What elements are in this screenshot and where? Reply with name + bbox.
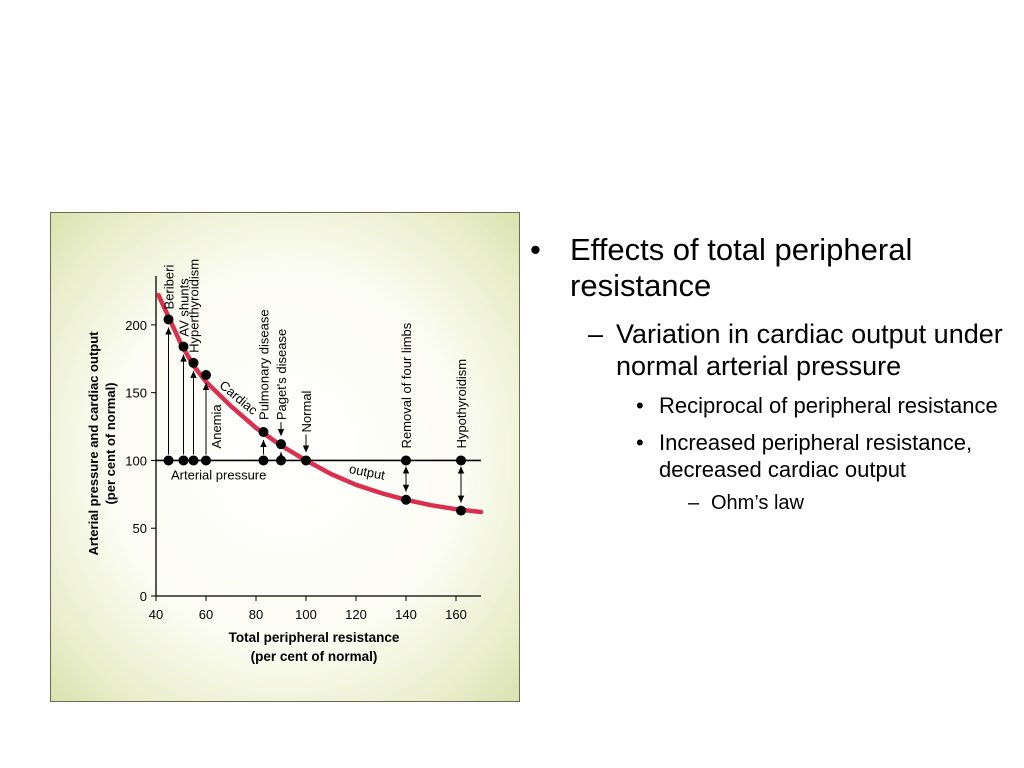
y-tick-label: 200 xyxy=(125,318,147,333)
condition-arrowhead xyxy=(457,495,465,503)
x-tick-label: 40 xyxy=(149,607,163,622)
condition-label: Normal xyxy=(299,390,314,432)
condition-pressure-dot xyxy=(456,455,466,466)
condition-pressure-dot xyxy=(201,455,211,466)
condition-label: AV shunts xyxy=(177,278,192,337)
condition-label: Paget's disease xyxy=(274,329,289,420)
bullet-dot-icon: • xyxy=(636,393,644,418)
condition-arrowhead xyxy=(190,370,197,378)
arterial-pressure-label: Arterial pressure xyxy=(171,467,266,482)
bullet-dot-icon: • xyxy=(530,232,541,267)
condition-label: Pulmonary disease xyxy=(257,309,272,420)
condition-label: Hyperthyroidism xyxy=(187,259,202,353)
condition-label: Removal of four limbs xyxy=(399,322,414,448)
condition-arrowhead xyxy=(402,466,410,474)
cardiac-output-curve xyxy=(156,292,484,515)
condition-label: Beriberi xyxy=(162,265,177,310)
condition-pressure-dot xyxy=(258,455,269,466)
x-axis-subtitle: (per cent of normal) xyxy=(251,649,378,664)
x-tick-label: 160 xyxy=(445,607,467,622)
y-tick-label: 150 xyxy=(125,386,147,401)
condition-label: Hypothyroidism xyxy=(454,359,469,449)
condition-arrowhead xyxy=(457,466,465,474)
condition-pressure-dot xyxy=(401,455,411,466)
bullet-text: Increased peripheral resistance, decreas… xyxy=(659,430,973,482)
condition-output-dot xyxy=(258,426,269,437)
condition-pressure-dot xyxy=(276,455,286,466)
condition-arrowhead xyxy=(202,383,210,391)
x-tick-label: 120 xyxy=(345,607,367,622)
bullet-text: Ohm’s law xyxy=(711,492,804,514)
condition-arrowhead xyxy=(180,354,187,362)
bullet-dot-icon: • xyxy=(636,430,644,455)
condition-arrowhead xyxy=(402,484,410,492)
y-axis-subtitle: (per cent of normal) xyxy=(103,382,118,504)
slide-bullets: • Effects of total peripheral resistance… xyxy=(530,232,1010,515)
label-leader-arrowhead xyxy=(277,429,285,437)
condition-output-dot xyxy=(201,370,211,381)
condition-output-dot xyxy=(188,357,199,368)
y-tick-label: 50 xyxy=(133,521,147,536)
condition-pressure-dot xyxy=(178,455,189,466)
condition-output-dot xyxy=(401,494,411,505)
condition-output-dot xyxy=(456,505,466,516)
bullet-dash-icon: – xyxy=(588,319,604,349)
y-tick-label: 0 xyxy=(140,589,147,604)
bullet-text: Variation in cardiac output under normal… xyxy=(616,319,1003,381)
condition-output-dot xyxy=(276,439,286,450)
output-label: output xyxy=(348,461,387,483)
cardiac-output-chart: 40 60 80 100 120 140 160 0 50 100 150 200 Total peri… xyxy=(86,259,484,664)
x-tick-label: 100 xyxy=(295,607,317,622)
x-axis-title: Total peripheral resistance xyxy=(229,630,400,645)
condition-output-dot xyxy=(178,341,189,352)
y-axis-title: Arterial pressure and cardiac output xyxy=(86,331,101,556)
y-tick-label: 100 xyxy=(125,453,147,468)
bullet-dash-icon: – xyxy=(688,492,700,514)
condition-arrowhead xyxy=(260,439,267,447)
condition-output-dot xyxy=(301,455,311,466)
bullet-level1: • Effects of total peripheral resistance xyxy=(530,232,1010,304)
label-leader-arrowhead xyxy=(302,445,310,453)
bullet-level3: • Reciprocal of peripheral resistance xyxy=(530,392,1010,419)
condition-label: Anemia xyxy=(209,404,224,449)
x-tick-label: 60 xyxy=(199,607,213,622)
x-tick-label: 80 xyxy=(249,607,263,622)
bullet-level2: – Variation in cardiac output under norm… xyxy=(530,318,1010,382)
x-tick-label: 140 xyxy=(395,607,417,622)
condition-arrowhead xyxy=(165,327,172,335)
bullet-level4: – Ohm’s law xyxy=(530,491,1010,515)
bullet-text: Effects of total peripheral resistance xyxy=(570,232,913,303)
condition-pressure-dot xyxy=(188,455,199,466)
bullet-level3: • Increased peripheral resistance, decre… xyxy=(530,429,1010,483)
condition-output-dot xyxy=(163,314,174,325)
condition-pressure-dot xyxy=(163,455,174,466)
figure-frame: 40 60 80 100 120 140 160 0 50 100 150 200 Total peri… xyxy=(50,212,520,702)
bullet-text: Reciprocal of peripheral resistance xyxy=(659,393,998,418)
